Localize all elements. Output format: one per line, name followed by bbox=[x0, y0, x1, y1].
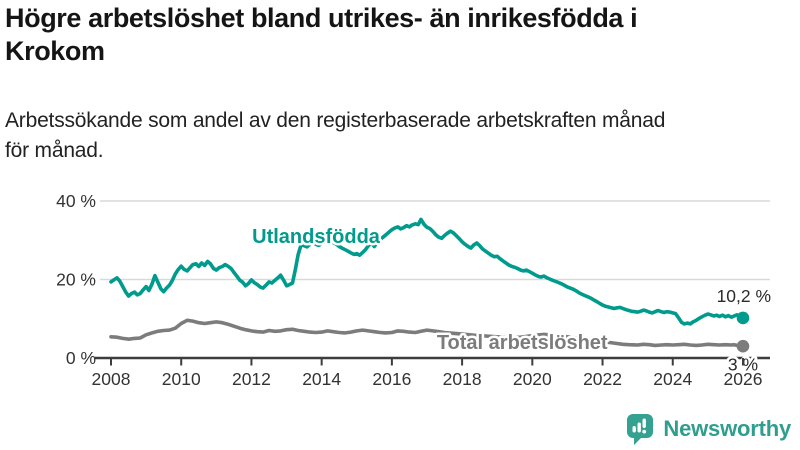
x-tick-label: 2014 bbox=[302, 369, 341, 389]
series-label-utlandsfodda: Utlandsfödda bbox=[252, 226, 381, 248]
x-tick-label: 2026 bbox=[724, 369, 763, 389]
exclamation-stem bbox=[642, 418, 647, 428]
newsworthy-logo-icon bbox=[627, 414, 654, 445]
y-tick-label: 20 % bbox=[56, 270, 96, 290]
y-tick-label: 40 % bbox=[56, 191, 96, 211]
x-tick-label: 2020 bbox=[513, 369, 552, 389]
series-line-utlandsfodda bbox=[109, 217, 745, 326]
unemployment-line-chart: 0 % 20 % 40 % 2008 2010 2012 2014 2016 2018 2020 2… bbox=[56, 191, 773, 389]
x-tick-label: 2008 bbox=[92, 369, 131, 389]
bar-chart-bar-small bbox=[632, 426, 637, 433]
x-tick-label: 2012 bbox=[232, 369, 271, 389]
series-end-dot-utlandsfodda bbox=[736, 311, 750, 325]
x-tick-label: 2010 bbox=[162, 369, 201, 389]
x-tick-label: 2016 bbox=[372, 369, 411, 389]
chart-subtitle: Arbetssökande som andel av den registerb… bbox=[5, 109, 666, 162]
bar-chart-bar-tall bbox=[637, 422, 642, 433]
series-line-total bbox=[109, 318, 745, 348]
exclamation-dot bbox=[642, 429, 647, 434]
series-end-dot-total bbox=[736, 339, 750, 353]
brand-footer: Newsworthy bbox=[626, 413, 791, 445]
x-tick-label: 2022 bbox=[583, 369, 622, 389]
series-end-value-utlandsfodda: 10,2 % bbox=[717, 286, 771, 306]
y-tick-label: 0 % bbox=[66, 348, 96, 368]
brand-name: Newsworthy bbox=[663, 416, 791, 441]
page-title: Högre arbetslöshet bland utrikes- än inr… bbox=[5, 3, 638, 67]
x-tick-label: 2024 bbox=[653, 369, 692, 389]
x-tick-label: 2018 bbox=[443, 369, 482, 389]
speech-bubble-tail bbox=[634, 436, 644, 445]
series-label-total: Total arbetslöshet bbox=[437, 332, 608, 354]
